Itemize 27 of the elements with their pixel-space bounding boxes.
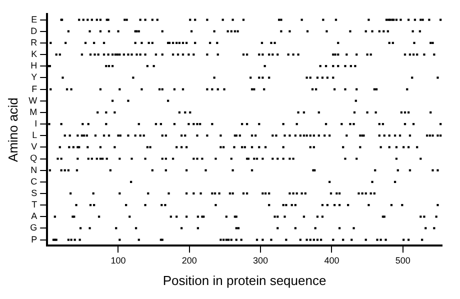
x-tick-label: 200 — [182, 255, 197, 266]
y-tick-label: F — [32, 84, 38, 94]
y-tick-label: H — [30, 60, 38, 71]
x-tick-label: 400 — [324, 255, 340, 266]
y-tick-label: G — [30, 222, 38, 233]
y-tick-label: C — [30, 176, 38, 186]
y-tick-label: I — [34, 118, 38, 128]
y-tick-label: Q — [30, 153, 38, 164]
y-tick-label: S — [31, 188, 38, 198]
x-tick-label: 300 — [253, 255, 268, 266]
y-tick-label: Y — [31, 72, 38, 82]
y-tick-label: N — [30, 164, 38, 175]
y-tick-label: L — [32, 130, 38, 140]
y-tick-label: E — [31, 14, 38, 24]
x-axis-title: Position in protein sequence — [162, 272, 326, 288]
x-tick-label: 500 — [395, 255, 410, 266]
x-tick-label: 100 — [110, 255, 126, 266]
y-tick-label: P — [31, 234, 38, 244]
y-axis-title: Amino acid — [5, 98, 20, 162]
y-tick-label: A — [31, 211, 38, 222]
y-tick-label: D — [30, 26, 38, 36]
y-tick-label: W — [28, 95, 38, 106]
y-tick-label: T — [32, 200, 38, 210]
y-tick-label: K — [31, 49, 38, 60]
y-tick-label: R — [30, 37, 38, 48]
y-tick-label: M — [30, 106, 38, 117]
y-tick-label: V — [31, 142, 38, 152]
